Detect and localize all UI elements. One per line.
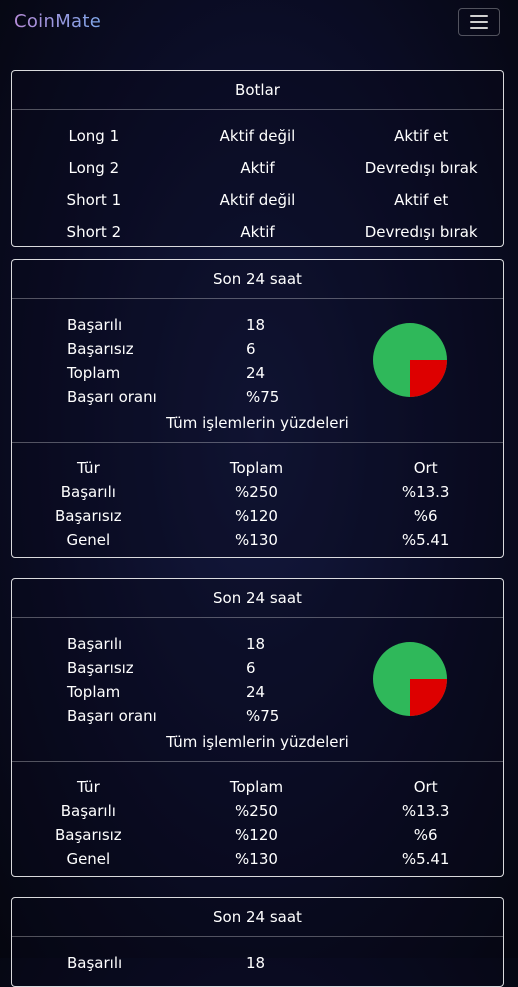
percent-section-title: Tüm işlemlerin yüzdeleri (12, 404, 503, 443)
percent-avg: %6 (413, 507, 438, 525)
pie-slice-fail (410, 360, 447, 397)
percent-total: %250 (235, 802, 278, 820)
stats-card-title: Son 24 saat (12, 260, 503, 299)
stats-card: Son 24 saat Başarılı 18 Başarısız 6 Topl… (11, 578, 504, 877)
bot-toggle-button[interactable]: Aktif et (394, 127, 449, 145)
stat-row-total: Toplam 24 (12, 361, 503, 385)
stat-row-success: Başarılı 18 (12, 313, 503, 337)
percent-row: Genel %130 %5.41 (12, 847, 503, 871)
percent-total: %130 (235, 531, 278, 549)
bot-status: Aktif değil (219, 127, 296, 145)
percent-total: %250 (235, 483, 278, 501)
stat-row-success: Başarılı 18 (12, 632, 503, 656)
menu-toggle-button[interactable] (458, 8, 500, 36)
stat-row-fail: Başarısız 6 (12, 337, 503, 361)
bot-row: Long 2 Aktif Devredışı bırak (12, 152, 503, 184)
stat-value: %75 (246, 388, 280, 406)
stat-value: %75 (246, 707, 280, 725)
stat-row-fail: Başarısız 6 (12, 656, 503, 680)
percent-type: Başarısız (55, 507, 122, 525)
stat-value: 24 (246, 364, 266, 382)
bot-toggle-button[interactable]: Devredışı bırak (364, 159, 478, 177)
stat-row-success: Başarılı 18 (12, 951, 503, 975)
column-header: Tür (76, 778, 100, 796)
bot-status: Aktif (240, 159, 275, 177)
stat-value: 18 (246, 635, 266, 653)
stat-value: 18 (246, 954, 266, 972)
bot-row: Short 2 Aktif Devredışı bırak (12, 216, 503, 246)
bot-row: Long 1 Aktif değil Aktif et (12, 120, 503, 152)
percent-header-row: Tür Toplam Ort (12, 775, 503, 799)
stat-label: Toplam (67, 683, 121, 701)
stat-value: 24 (246, 683, 266, 701)
bot-status: Aktif değil (219, 191, 296, 209)
column-header: Ort (413, 778, 438, 796)
stat-value: 6 (246, 340, 256, 358)
percent-total: %130 (235, 850, 278, 868)
navbar: CoinMate (0, 0, 518, 46)
stat-row-rate: Başarı oranı %75 (12, 704, 503, 728)
column-header: Tür (76, 459, 100, 477)
stat-label: Başarılı (67, 954, 123, 972)
hamburger-icon (470, 21, 488, 23)
stats-card-title: Son 24 saat (12, 898, 503, 937)
bot-name: Long 1 (68, 127, 120, 145)
percent-row: Başarılı %250 %13.3 (12, 480, 503, 504)
bot-status: Aktif (240, 223, 275, 241)
percent-row: Başarılı %250 %13.3 (12, 799, 503, 823)
percent-avg: %6 (413, 826, 438, 844)
stat-label: Başarı oranı (67, 388, 157, 406)
percent-avg: %13.3 (401, 483, 450, 501)
hamburger-icon (470, 15, 488, 17)
column-header: Ort (413, 459, 438, 477)
success-pie-chart (373, 642, 447, 716)
brand-logo[interactable]: CoinMate (14, 11, 102, 32)
bots-card: Botlar Long 1 Aktif değil Aktif et Long … (11, 70, 504, 247)
percent-type: Başarılı (60, 802, 116, 820)
column-header: Toplam (229, 459, 284, 477)
percent-header-row: Tür Toplam Ort (12, 456, 503, 480)
stat-label: Toplam (67, 364, 121, 382)
stat-label: Başarısız (67, 659, 134, 677)
bot-row: Short 1 Aktif değil Aktif et (12, 184, 503, 216)
percent-type: Başarısız (55, 826, 122, 844)
stat-label: Başarısız (67, 340, 134, 358)
stat-label: Başarı oranı (67, 707, 157, 725)
percent-row: Başarısız %120 %6 (12, 823, 503, 847)
stats-card: Son 24 saat Başarılı 18 Başarısız 6 Topl… (11, 259, 504, 558)
hamburger-icon (470, 27, 488, 29)
percent-avg: %5.41 (401, 531, 450, 549)
pie-slice-fail (410, 679, 447, 716)
percent-type: Genel (66, 850, 111, 868)
column-header: Toplam (229, 778, 284, 796)
percent-avg: %5.41 (401, 850, 450, 868)
bot-toggle-button[interactable]: Aktif et (394, 191, 449, 209)
bot-name: Short 2 (66, 223, 122, 241)
stats-card-title: Son 24 saat (12, 579, 503, 618)
bot-toggle-button[interactable]: Devredışı bırak (364, 223, 478, 241)
stat-label: Başarılı (67, 635, 123, 653)
stat-value: 6 (246, 659, 256, 677)
stat-row-total: Toplam 24 (12, 680, 503, 704)
percent-avg: %13.3 (401, 802, 450, 820)
bot-name: Short 1 (66, 191, 122, 209)
percent-row: Başarısız %120 %6 (12, 504, 503, 528)
bots-card-title: Botlar (12, 71, 503, 110)
percent-type: Genel (66, 531, 111, 549)
percent-section-title: Tüm işlemlerin yüzdeleri (12, 723, 503, 762)
stats-card: Son 24 saat Başarılı 18 (11, 897, 504, 987)
stat-row-rate: Başarı oranı %75 (12, 385, 503, 409)
percent-row: Genel %130 %5.41 (12, 528, 503, 552)
stat-label: Başarılı (67, 316, 123, 334)
percent-type: Başarılı (60, 483, 116, 501)
percent-total: %120 (235, 826, 278, 844)
success-pie-chart (373, 323, 447, 397)
stat-value: 18 (246, 316, 266, 334)
bot-name: Long 2 (68, 159, 120, 177)
percent-total: %120 (235, 507, 278, 525)
